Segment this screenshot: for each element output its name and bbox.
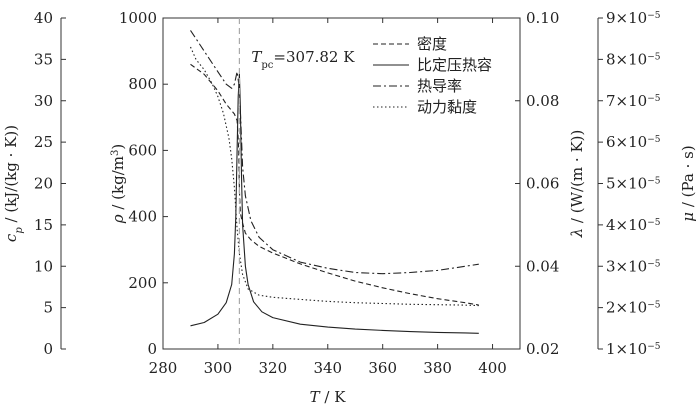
cp-axis-label: cp / (kJ/(kg · K)) xyxy=(2,125,25,242)
cp-tick-label: 25 xyxy=(34,133,53,151)
lambda-tick-label: 0.06 xyxy=(526,175,559,193)
mu-axis-label: μ / (Pa · s) xyxy=(679,145,697,221)
lambda-axis-label: λ / (W/(m · K)) xyxy=(568,130,586,239)
lambda-tick-label: 0.08 xyxy=(526,92,559,110)
x-tick-label: 340 xyxy=(313,359,342,377)
mu-tick-label: 3×10−5 xyxy=(606,257,661,275)
x-tick-label: 320 xyxy=(259,359,288,377)
rho-axis-label: ρ / (kg/m3) xyxy=(109,144,127,224)
legend-entry-2: 比定压热容 xyxy=(417,56,492,74)
lambda-tick-label: 0.02 xyxy=(526,340,559,358)
legend-entry-3: 热导率 xyxy=(417,77,462,95)
cp-tick-label: 20 xyxy=(34,175,53,193)
x-tick-label: 280 xyxy=(149,359,178,377)
series-lines xyxy=(189,30,479,334)
mu-tick-label: 8×10−5 xyxy=(606,50,661,68)
annotation-label: Tpc=307.82 K xyxy=(251,48,355,71)
lambda-tick-label: 0.10 xyxy=(526,9,559,27)
x-tick-label: 400 xyxy=(478,359,507,377)
mu-tick-label: 4×10−5 xyxy=(606,216,661,234)
rho-tick-label: 0 xyxy=(147,340,157,358)
cp-tick-label: 15 xyxy=(34,216,53,234)
mu-tick-label: 6×10−5 xyxy=(606,133,661,151)
x-tick-label: 360 xyxy=(368,359,397,377)
legend-entry-1: 密度 xyxy=(417,35,447,53)
x-tick-label: 300 xyxy=(204,359,233,377)
series-line-4 xyxy=(189,46,479,307)
series-line-2 xyxy=(190,73,479,334)
cp-tick-label: 40 xyxy=(34,9,53,27)
cp-tick-label: 30 xyxy=(34,92,53,110)
mu-tick-label: 1×10−5 xyxy=(606,340,661,358)
rho-tick-label: 1000 xyxy=(119,9,157,27)
series-line-3 xyxy=(190,30,479,275)
cp-tick-label: 5 xyxy=(43,299,53,317)
annotation: Tpc=307.82 K xyxy=(238,18,355,349)
cp-tick-label: 0 xyxy=(43,340,53,358)
mu-tick-label: 2×10−5 xyxy=(606,299,661,317)
mu-tick-label: 9×10−5 xyxy=(606,9,661,27)
rho-tick-label: 200 xyxy=(128,274,157,292)
cp-tick-label: 35 xyxy=(34,50,53,68)
x-tick-label: 380 xyxy=(423,359,452,377)
lambda-tick-label: 0.04 xyxy=(526,257,559,275)
mu-tick-label: 7×10−5 xyxy=(606,92,661,110)
rho-tick-label: 400 xyxy=(128,208,157,226)
legend-entry-4: 动力黏度 xyxy=(417,98,477,116)
rho-tick-label: 800 xyxy=(128,75,157,93)
mu-tick-label: 5×10−5 xyxy=(606,175,661,193)
x-axis-label: T / K xyxy=(310,388,347,406)
cp-tick-label: 10 xyxy=(34,257,53,275)
series-line-1 xyxy=(190,63,479,306)
rho-tick-label: 600 xyxy=(128,141,157,159)
